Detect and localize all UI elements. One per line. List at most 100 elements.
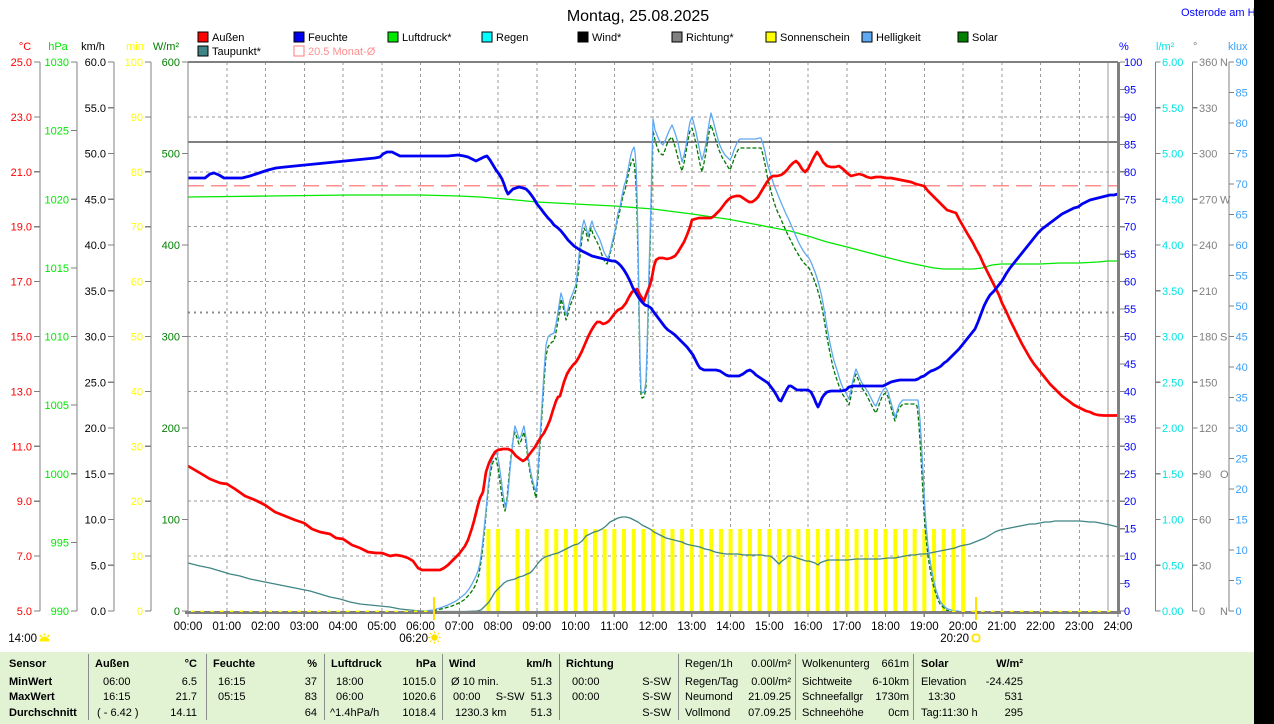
svg-text:80: 80 xyxy=(131,167,143,179)
svg-text:4.00: 4.00 xyxy=(1162,240,1183,252)
svg-text:0.50: 0.50 xyxy=(1162,560,1183,572)
svg-text:18:00: 18:00 xyxy=(871,621,900,633)
svg-text:08:00: 08:00 xyxy=(484,621,513,633)
svg-text:55.0: 55.0 xyxy=(85,103,106,115)
svg-text:20:20: 20:20 xyxy=(940,633,969,645)
svg-text:2.50: 2.50 xyxy=(1162,377,1183,389)
svg-text:1025: 1025 xyxy=(45,126,69,138)
svg-text:07:00: 07:00 xyxy=(445,621,474,633)
svg-text:70: 70 xyxy=(131,222,143,234)
svg-text:12:00: 12:00 xyxy=(639,621,668,633)
svg-text:1005: 1005 xyxy=(45,400,69,412)
svg-text:3.50: 3.50 xyxy=(1162,286,1183,298)
svg-text:5.0: 5.0 xyxy=(91,560,106,572)
svg-text:O: O xyxy=(1220,469,1229,481)
svg-text:5: 5 xyxy=(1236,576,1242,588)
svg-text:5.00: 5.00 xyxy=(1162,149,1183,161)
svg-text:%: % xyxy=(1119,41,1129,53)
svg-text:0: 0 xyxy=(137,606,143,618)
svg-text:24:00: 24:00 xyxy=(1104,621,1133,633)
svg-text:0: 0 xyxy=(1236,606,1242,618)
svg-text:50.0: 50.0 xyxy=(85,149,106,161)
svg-text:40: 40 xyxy=(131,386,143,398)
svg-text:15: 15 xyxy=(1236,515,1248,527)
svg-text:04:00: 04:00 xyxy=(329,621,358,633)
svg-text:15.0: 15.0 xyxy=(85,469,106,481)
svg-text:180: 180 xyxy=(1199,332,1217,344)
svg-text:20.5 Monat-Ø: 20.5 Monat-Ø xyxy=(308,46,376,58)
svg-text:l/m²: l/m² xyxy=(1156,41,1175,53)
svg-text:30: 30 xyxy=(1124,441,1136,453)
svg-text:400: 400 xyxy=(162,240,180,252)
svg-text:20:00: 20:00 xyxy=(949,621,978,633)
svg-text:Wind*: Wind* xyxy=(592,32,622,44)
svg-text:N: N xyxy=(1220,606,1228,618)
svg-text:60: 60 xyxy=(1199,515,1211,527)
svg-text:4.50: 4.50 xyxy=(1162,194,1183,206)
svg-text:20: 20 xyxy=(1236,484,1248,496)
svg-text:03:00: 03:00 xyxy=(290,621,319,633)
svg-text:15: 15 xyxy=(1124,524,1136,536)
svg-text:15.0: 15.0 xyxy=(11,332,32,344)
svg-text:90: 90 xyxy=(1124,112,1136,124)
svg-text:100: 100 xyxy=(125,57,143,69)
svg-text:35.0: 35.0 xyxy=(85,286,106,298)
svg-text:25: 25 xyxy=(1236,454,1248,466)
svg-text:1030: 1030 xyxy=(45,57,69,69)
svg-text:06:00: 06:00 xyxy=(406,621,435,633)
svg-text:90: 90 xyxy=(1236,57,1248,69)
svg-text:75: 75 xyxy=(1124,194,1136,206)
svg-text:Außen: Außen xyxy=(212,32,244,44)
svg-text:70: 70 xyxy=(1236,179,1248,191)
svg-text:5.0: 5.0 xyxy=(17,606,32,618)
svg-text:50: 50 xyxy=(1236,301,1248,313)
svg-text:10: 10 xyxy=(131,551,143,563)
svg-text:30: 30 xyxy=(1236,423,1248,435)
svg-text:95: 95 xyxy=(1124,84,1136,96)
svg-text:40.0: 40.0 xyxy=(85,240,106,252)
svg-text:0.00: 0.00 xyxy=(1162,606,1183,618)
svg-text:300: 300 xyxy=(162,332,180,344)
svg-text:1015: 1015 xyxy=(45,263,69,275)
svg-text:00:00: 00:00 xyxy=(174,621,203,633)
svg-text:klux: klux xyxy=(1228,41,1248,53)
svg-text:55: 55 xyxy=(1124,304,1136,316)
svg-text:16:00: 16:00 xyxy=(794,621,823,633)
svg-text:14:00: 14:00 xyxy=(716,621,745,633)
svg-text:13:00: 13:00 xyxy=(677,621,706,633)
svg-text:75: 75 xyxy=(1236,149,1248,161)
svg-text:Feuchte: Feuchte xyxy=(308,32,348,44)
svg-text:0: 0 xyxy=(1199,606,1205,618)
svg-text:25: 25 xyxy=(1124,469,1136,481)
svg-text:hPa: hPa xyxy=(48,41,68,53)
svg-text:Solar: Solar xyxy=(972,32,998,44)
svg-text:300: 300 xyxy=(1199,149,1217,161)
svg-text:100: 100 xyxy=(1124,57,1142,69)
svg-text:13.0: 13.0 xyxy=(11,386,32,398)
svg-text:0.0: 0.0 xyxy=(91,606,106,618)
svg-text:22:00: 22:00 xyxy=(1026,621,1055,633)
svg-text:Sonnenschein: Sonnenschein xyxy=(780,32,850,44)
svg-text:W: W xyxy=(1220,194,1231,206)
svg-text:65: 65 xyxy=(1124,249,1136,261)
svg-text:65: 65 xyxy=(1236,210,1248,222)
svg-text:1010: 1010 xyxy=(45,332,69,344)
svg-text:N: N xyxy=(1220,57,1228,69)
svg-text:40: 40 xyxy=(1124,386,1136,398)
svg-text:°: ° xyxy=(1193,41,1197,53)
svg-text:500: 500 xyxy=(162,149,180,161)
svg-text:17.0: 17.0 xyxy=(11,277,32,289)
svg-text:Regen: Regen xyxy=(496,32,528,44)
svg-text:0: 0 xyxy=(1124,606,1130,618)
svg-text:85: 85 xyxy=(1124,139,1136,151)
svg-text:06:20: 06:20 xyxy=(399,633,428,645)
svg-text:09:00: 09:00 xyxy=(522,621,551,633)
svg-text:50: 50 xyxy=(1124,332,1136,344)
svg-text:01:00: 01:00 xyxy=(212,621,241,633)
svg-text:Montag, 25.08.2025: Montag, 25.08.2025 xyxy=(567,8,709,25)
svg-text:30: 30 xyxy=(1199,560,1211,572)
svg-text:85: 85 xyxy=(1236,88,1248,100)
svg-text:240: 240 xyxy=(1199,240,1217,252)
svg-text:W/m²: W/m² xyxy=(153,41,180,53)
svg-text:90: 90 xyxy=(1199,469,1211,481)
